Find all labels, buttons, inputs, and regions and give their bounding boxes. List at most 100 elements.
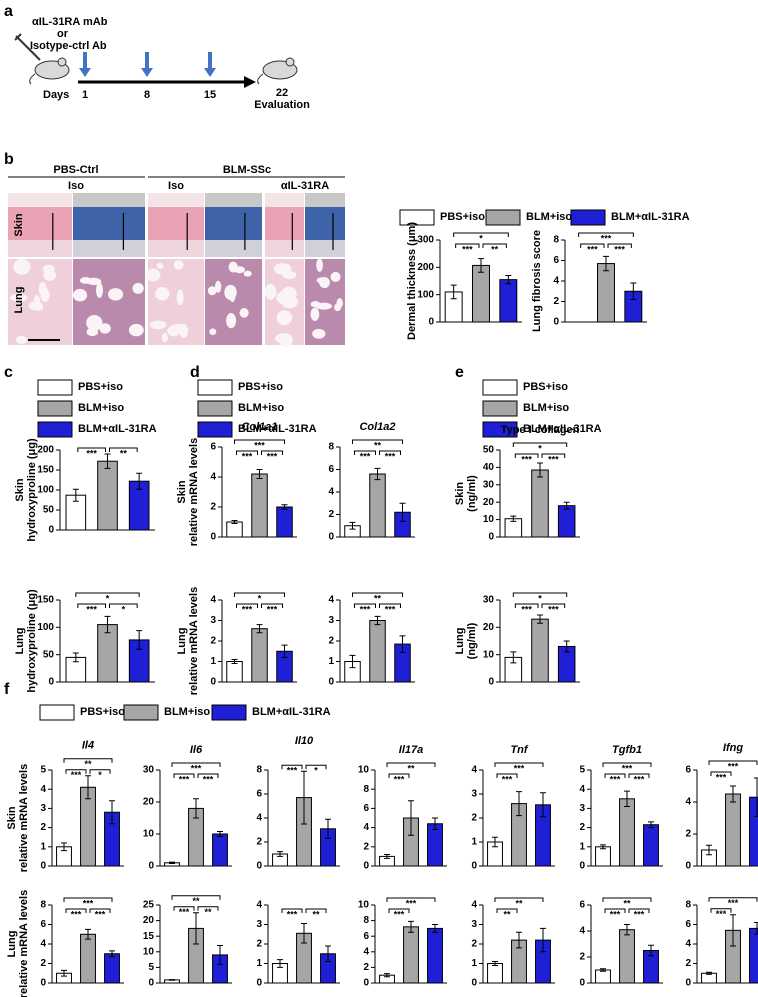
y-tick-label: 50 [43, 505, 55, 516]
significance-label: *** [514, 763, 525, 773]
error-bar [72, 488, 79, 502]
legend-label: PBS+iso [80, 706, 125, 718]
alveolus [15, 335, 28, 345]
legend-swatch [482, 379, 518, 396]
alveolus [282, 271, 297, 279]
y-axis-label: Lung [6, 931, 18, 958]
y-tick-label: 30 [483, 479, 495, 490]
y-tick-label: 5 [40, 765, 46, 776]
significance-bracket [354, 450, 376, 455]
y-tick-label: 6 [685, 919, 691, 930]
y-tick-label: 2 [471, 939, 477, 950]
histology-group: PBS-Ctrl [53, 164, 98, 176]
y-tick-label: 2 [553, 296, 559, 307]
significance-label: *** [267, 604, 278, 614]
alveolus [264, 283, 277, 300]
y-tick-label: 3 [471, 789, 477, 800]
error-bar [706, 971, 712, 975]
significance-bracket [602, 762, 652, 767]
alveolus [243, 270, 252, 277]
alveolus [330, 271, 341, 282]
error-bar [648, 944, 654, 957]
significance-bracket [63, 897, 113, 902]
y-tick-label: 0 [148, 861, 154, 872]
alveolus [28, 301, 43, 311]
legend-label: BLM+αIL-31RA [252, 706, 331, 718]
bar [427, 823, 443, 867]
y-tick-label: 6 [40, 919, 46, 930]
error-bar [478, 258, 484, 273]
histology-treatment: Iso [68, 180, 84, 192]
legend-label: BLM+αIL-31RA [611, 211, 690, 223]
alveolus [149, 320, 167, 330]
y-tick-label: 150 [37, 595, 54, 606]
histology-image [265, 193, 304, 207]
error-bar [349, 654, 356, 669]
significance-bracket [352, 592, 403, 597]
alveolus [155, 287, 170, 301]
y-tick-label: 4 [471, 900, 477, 911]
significance-label: *** [502, 774, 513, 784]
chart-title: Il10 [295, 735, 314, 747]
significance-bracket [607, 243, 632, 248]
y-tick-label: 0 [40, 861, 46, 872]
error-bar [516, 791, 522, 817]
alveolus [316, 277, 328, 284]
significance-label: *** [462, 244, 473, 254]
error-bar [648, 821, 654, 829]
significance-bracket [708, 760, 758, 765]
error-bar [537, 462, 543, 478]
chart-title: Il4 [82, 740, 94, 752]
error-bar [432, 924, 438, 933]
y-axis-label: hydroxyproline (μg) [26, 589, 38, 693]
legend-swatch [482, 421, 518, 438]
significance-label: *** [242, 451, 253, 461]
error-bar [730, 785, 736, 803]
y-tick-label: 200 [37, 445, 54, 456]
significance-label: *** [634, 909, 645, 919]
y-tick-label: 2 [363, 841, 369, 852]
y-tick-label: 2 [40, 958, 46, 969]
y-tick-label: 8 [685, 900, 691, 911]
chart-title: Type I collagen [501, 424, 580, 436]
histology-image [8, 240, 72, 257]
significance-label: *** [179, 774, 190, 784]
significance-bracket [604, 773, 626, 778]
y-tick-label: 100 [417, 289, 434, 300]
significance-label: *** [728, 898, 739, 908]
y-tick-label: 1 [579, 841, 585, 852]
y-tick-label: 150 [37, 465, 54, 476]
y-tick-label: 0 [428, 317, 434, 328]
significance-bracket [541, 603, 566, 608]
bar [531, 469, 549, 538]
significance-bracket [281, 908, 303, 913]
significance-bracket [386, 762, 436, 767]
significance-label: ** [192, 896, 200, 906]
y-tick-label: 0 [40, 978, 46, 989]
histology-image [73, 193, 145, 207]
significance-label: ** [204, 907, 212, 917]
error-bar [540, 792, 546, 818]
error-bar [169, 979, 175, 981]
mouse-tail [257, 73, 264, 85]
y-tick-label: 2 [685, 829, 691, 840]
error-bar [603, 255, 609, 272]
significance-bracket [541, 453, 566, 458]
error-bar [85, 928, 91, 940]
y-tick-label: 200 [417, 262, 434, 273]
error-bar [600, 968, 606, 972]
y-tick-label: 10 [143, 829, 155, 840]
legend-label: BLM+iso [523, 402, 569, 414]
y-tick-label: 1 [256, 958, 262, 969]
treatment-text: or [57, 28, 69, 40]
y-tick-label: 4 [328, 595, 334, 606]
y-tick-label: 5 [148, 962, 154, 973]
significance-label: *** [287, 766, 298, 776]
bar [251, 628, 268, 683]
y-tick-label: 50 [43, 649, 55, 660]
significance-label: *** [86, 448, 97, 458]
legend-label: BLM+iso [526, 211, 572, 223]
y-axis-label: Skin [14, 478, 26, 502]
y-axis-label: Lung [14, 628, 26, 655]
